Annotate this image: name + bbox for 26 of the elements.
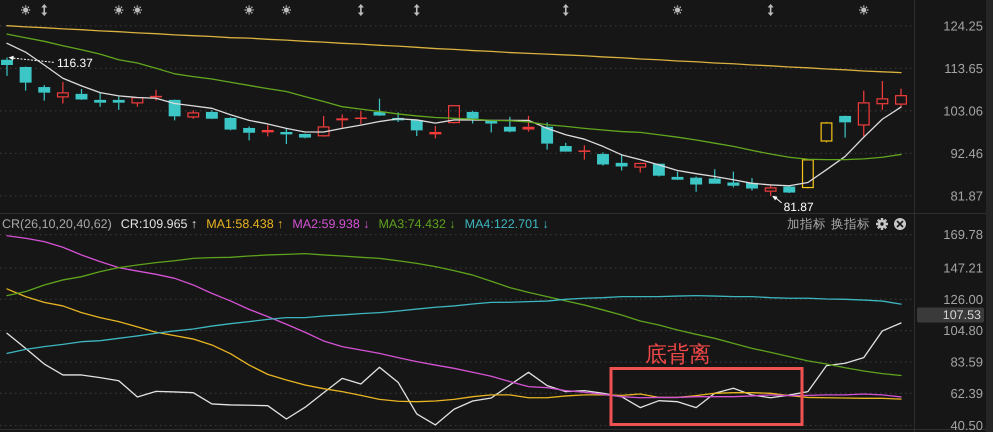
y-tick-label: 169.78 xyxy=(943,227,983,242)
y-tick-label: 40.50 xyxy=(950,418,983,432)
chart-title: CR(26,10,20,40,62) xyxy=(2,217,112,231)
y-tick-label: 81.87 xyxy=(950,188,983,204)
y-tick-label: 103.06 xyxy=(943,103,983,118)
text: 换指标 xyxy=(831,217,870,231)
y-tick-label: 92.46 xyxy=(950,146,983,161)
y-tick-label: 147.21 xyxy=(943,260,983,276)
line-series xyxy=(6,252,902,376)
y-tick-label: 124.25 xyxy=(943,18,983,34)
y-tick-label: 83.59 xyxy=(950,354,983,370)
line-series xyxy=(6,33,902,160)
y-tick-label: 62.39 xyxy=(950,386,983,401)
y-tick-label: 126.00 xyxy=(943,292,983,307)
line-series xyxy=(6,235,902,398)
line-series xyxy=(6,322,902,426)
annotation: 81.87 xyxy=(784,200,814,214)
y-tick-label: 104.80 xyxy=(943,323,983,338)
annotation: 底背离 xyxy=(645,342,711,366)
line-series xyxy=(6,288,902,402)
legend: CR:109.965 ↑ MA1:58.438 ↑ MA2:59.938 ↓ MA3:74.432 ↓ MA4:122.701 ↓ xyxy=(120,217,549,231)
text: 107.53 xyxy=(942,308,982,322)
y-tick-label: 113.65 xyxy=(944,60,983,76)
annotation: 116.37 xyxy=(57,56,94,70)
line-series xyxy=(6,25,902,74)
text: 加指标 xyxy=(787,217,826,231)
